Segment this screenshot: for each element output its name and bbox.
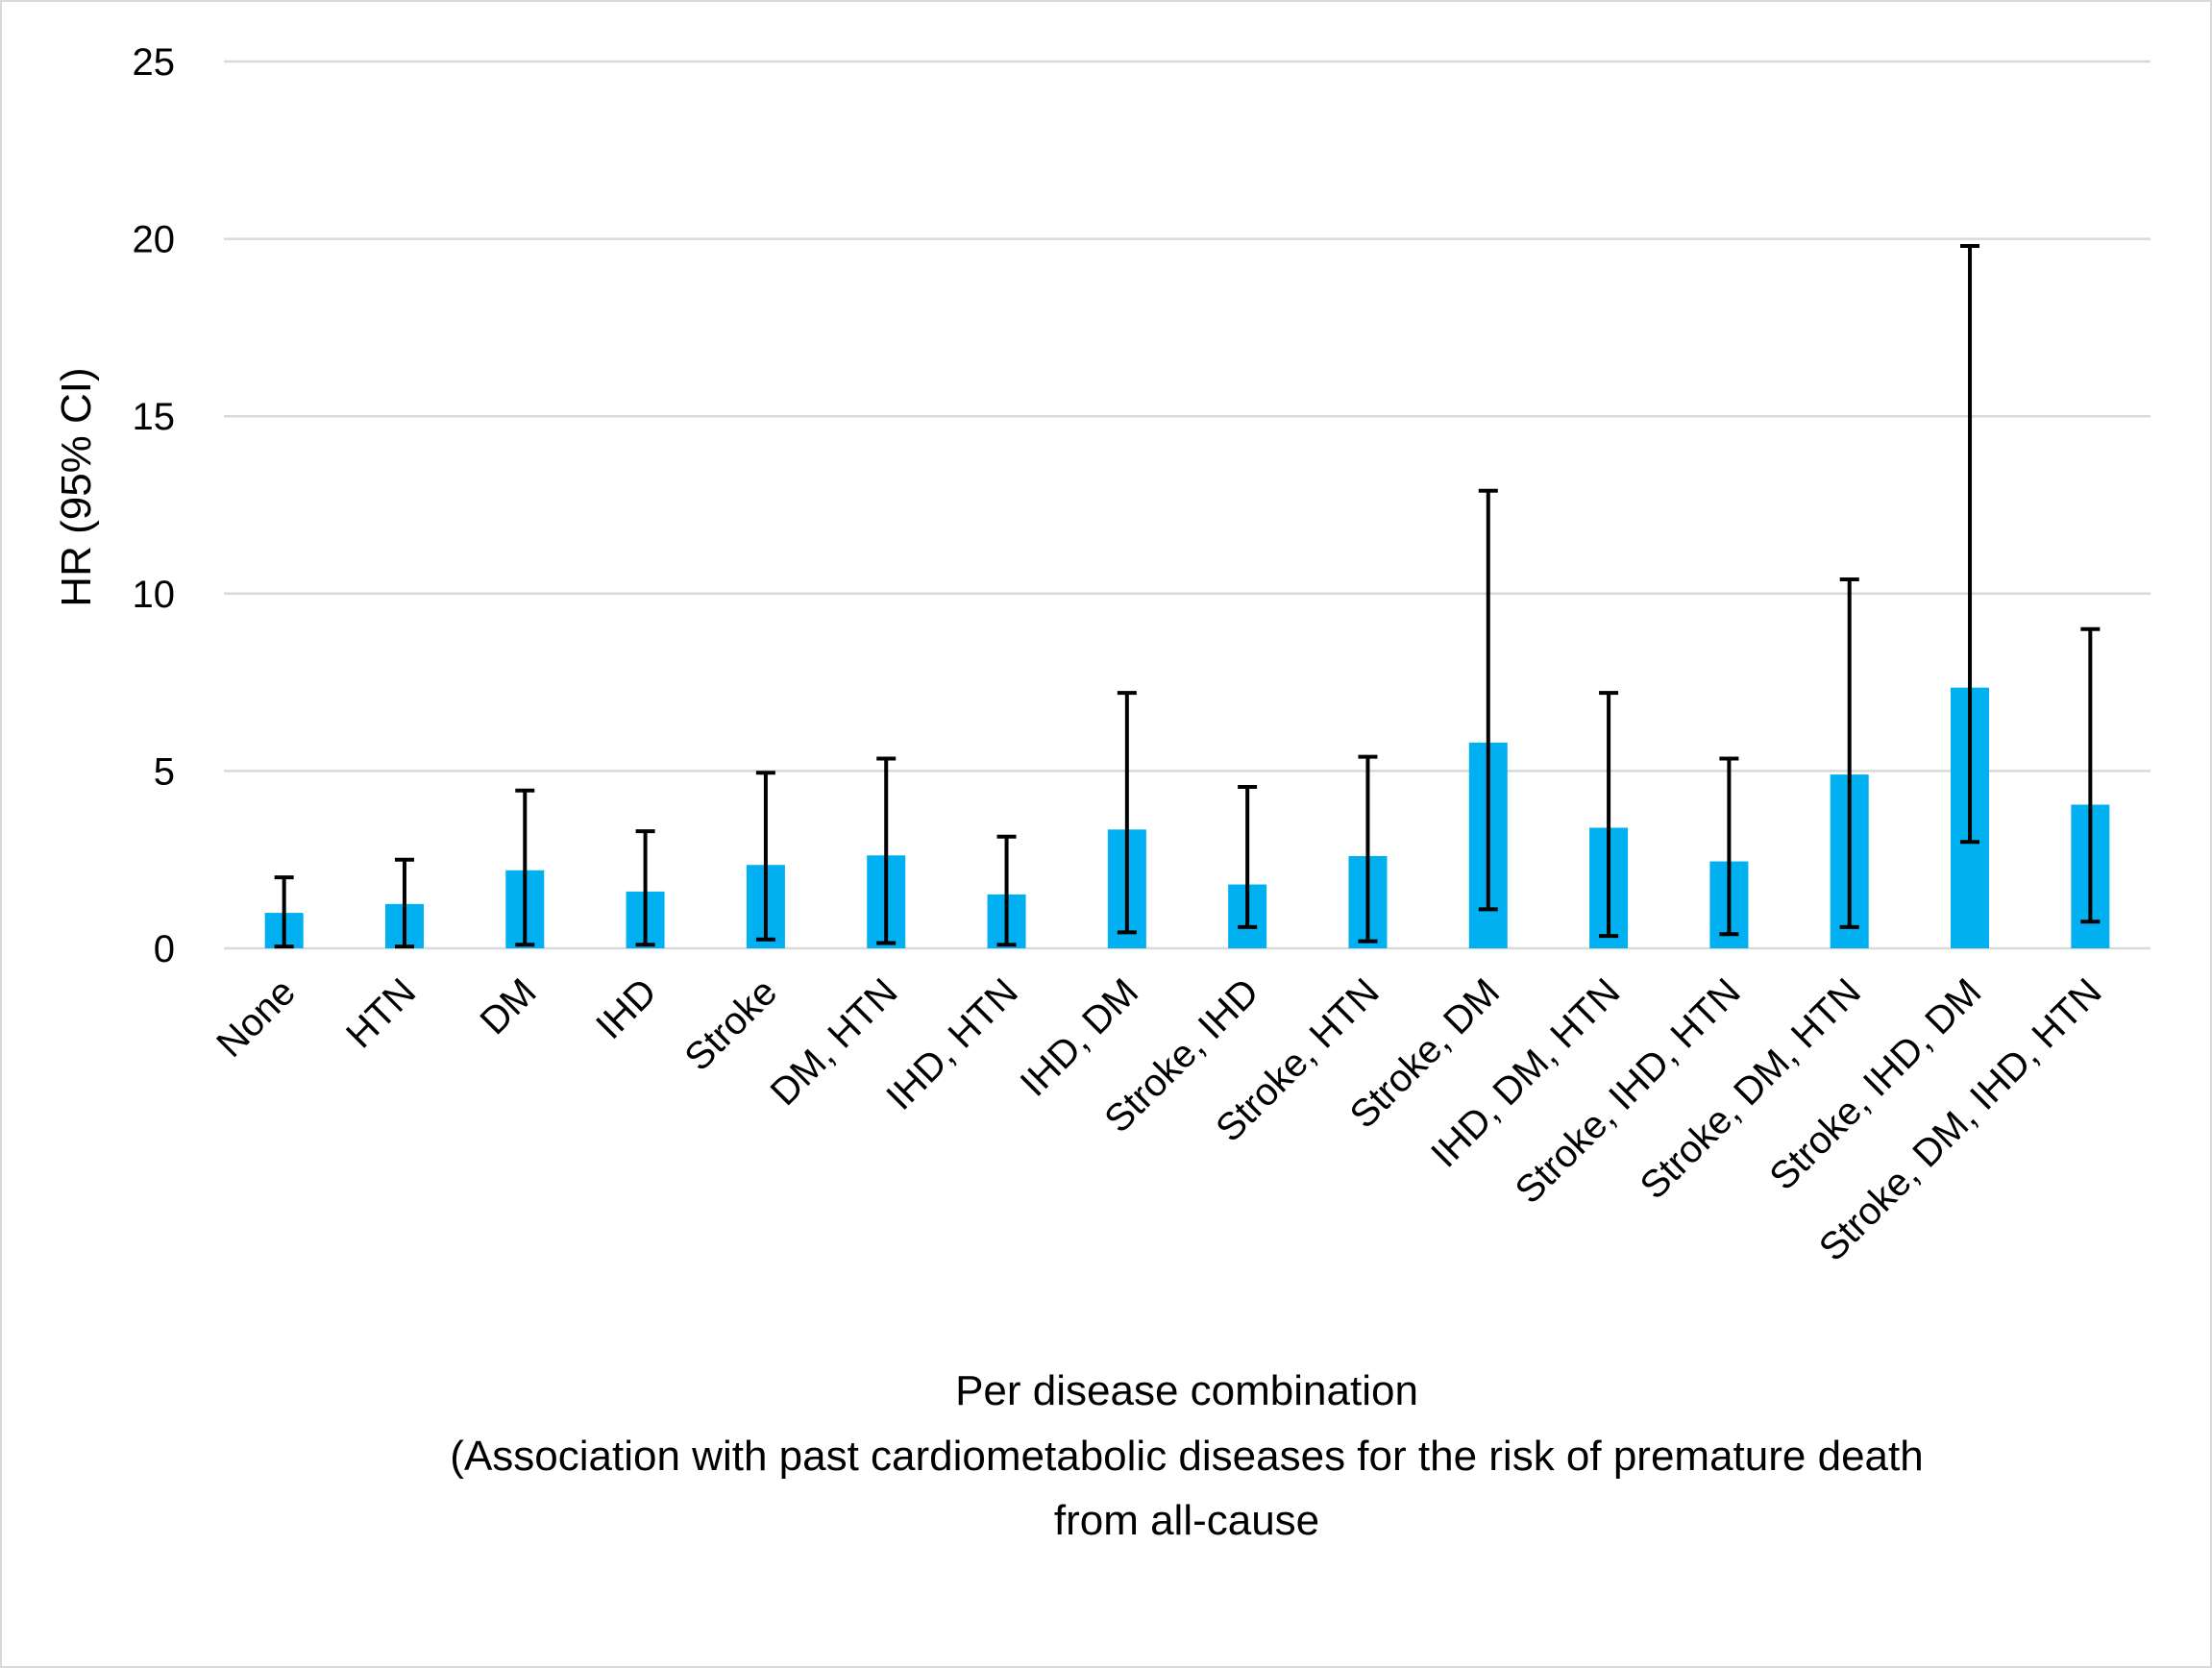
error-bar-13 [1839,577,1859,929]
error-bar-5 [876,756,897,945]
y-tick-label: 20 [133,219,176,261]
error-bar-15 [2080,626,2101,924]
y-tick-label: 10 [133,574,176,616]
x-category-label: HTN [338,970,424,1056]
error-bar-4 [755,771,775,942]
x-axis-title: Per disease combination (Association with… [450,1367,1923,1544]
error-bar-12 [1719,756,1739,937]
error-bar-8 [1238,785,1258,929]
x-category-label: Stroke [676,970,785,1079]
y-tick-label: 15 [133,396,176,438]
x-category-label: IHD, HTN [878,970,1026,1118]
y-axis-title: HR (95% CI) [53,367,100,606]
error-bar-7 [1117,691,1137,935]
y-tick-label: 25 [133,41,176,84]
error-bars [274,243,2101,949]
error-bar-0 [274,875,294,949]
x-category-label: Stroke, IHD, DM [1761,970,1989,1198]
error-bar-9 [1358,754,1378,944]
error-bar-3 [635,829,655,947]
error-bar-11 [1599,691,1619,939]
x-category-label: DM [473,970,545,1042]
error-bar-14 [1960,243,1980,845]
error-bar-6 [996,834,1017,947]
gridlines [224,60,2151,950]
x-axis-title-line: Per disease combination [955,1367,1418,1414]
y-axis-ticks: 0 5 10 15 20 25 [133,41,176,970]
x-category-label: IHD [588,970,665,1047]
bars [264,687,2110,948]
error-bar-2 [515,788,535,947]
y-tick-label: 0 [154,928,175,970]
error-bar-10 [1478,488,1498,912]
x-category-label: None [209,970,304,1066]
x-axis-title-line: (Association with past cardiometabolic d… [450,1433,1923,1480]
x-category-label: Stroke, IHD, HTN [1508,970,1749,1212]
y-tick-label: 5 [154,750,175,793]
x-category-label: Stroke, DM, HTN [1633,970,1869,1207]
error-bar-1 [394,857,414,949]
x-axis-title-line: from all-cause [1054,1497,1319,1544]
